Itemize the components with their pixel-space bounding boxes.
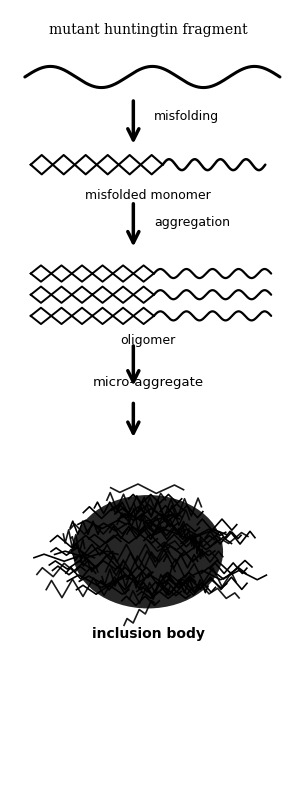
Ellipse shape: [73, 495, 223, 608]
Text: inclusion body: inclusion body: [91, 627, 205, 641]
Text: aggregation: aggregation: [154, 215, 230, 229]
Text: mutant huntingtin fragment: mutant huntingtin fragment: [49, 23, 247, 36]
Text: micro-aggregate: micro-aggregate: [92, 376, 204, 389]
Text: misfolding: misfolding: [154, 110, 219, 123]
Text: misfolded monomer: misfolded monomer: [85, 189, 211, 202]
Text: oligomer: oligomer: [120, 334, 176, 347]
